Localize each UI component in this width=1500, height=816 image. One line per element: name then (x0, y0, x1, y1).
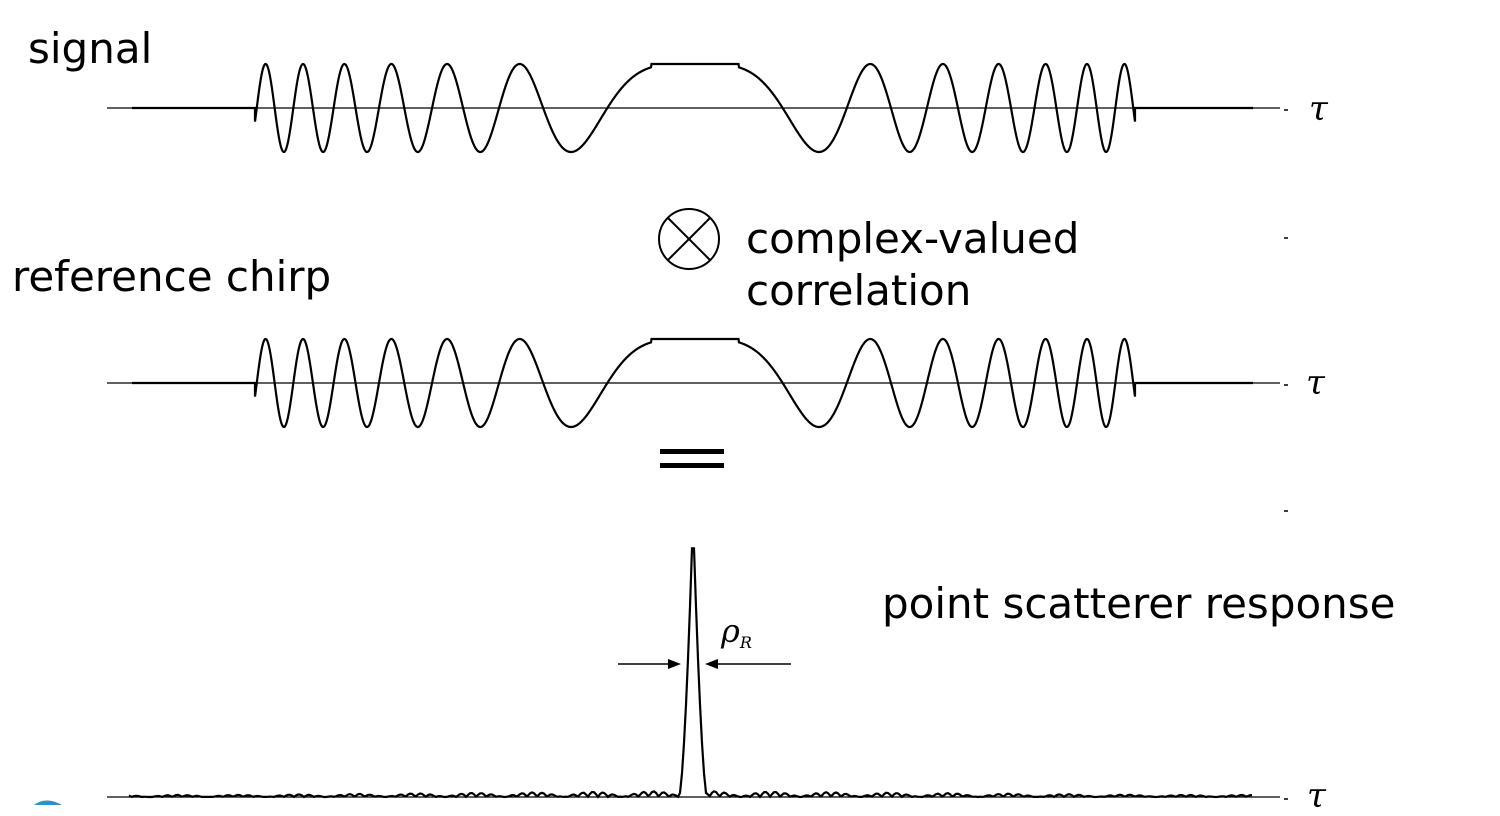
rho-subscript: R (740, 633, 752, 652)
response-tau-label: τ (1307, 779, 1326, 813)
point-scatterer-label: point scatterer response (882, 583, 1396, 625)
rho-symbol: ρ (721, 612, 740, 650)
reference-tau-label: τ (1306, 366, 1325, 400)
operation-label-line2: correlation (746, 270, 971, 312)
signal-tau-label: τ (1309, 92, 1328, 126)
equals-icon (660, 449, 724, 468)
resolution-label: ρR (721, 615, 752, 651)
reference-chirp-label: reference chirp (12, 256, 331, 298)
operation-label-line1: complex-valued (746, 218, 1079, 260)
corner-mark (34, 801, 62, 806)
circled-times-icon (659, 209, 719, 269)
signal-label: signal (28, 28, 152, 70)
converging-arrows-icon (618, 659, 791, 669)
